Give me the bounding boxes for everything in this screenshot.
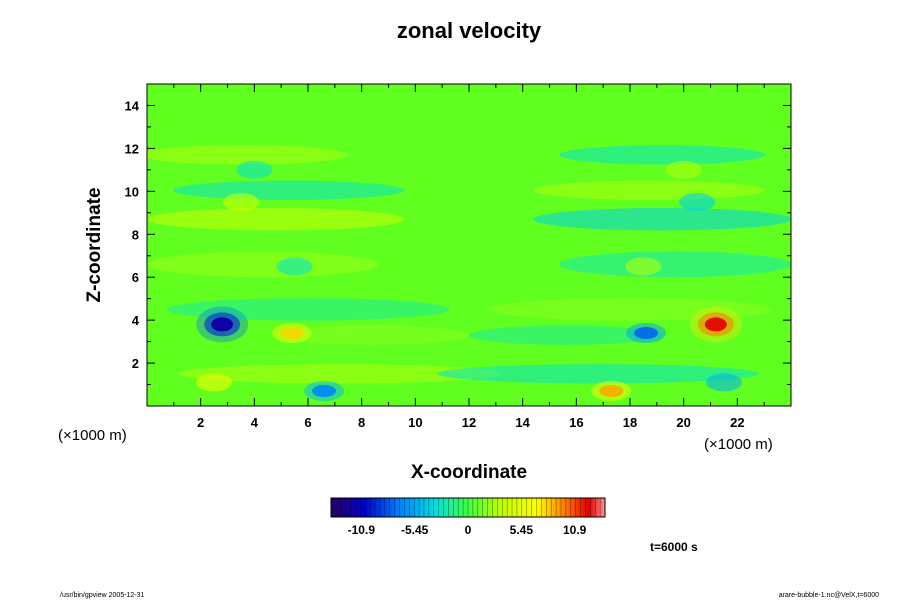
colorbar-tick-label: 0 <box>465 523 472 537</box>
field-band <box>147 207 405 231</box>
field-feature <box>196 373 233 392</box>
colorbar-tick-label: -5.45 <box>401 523 429 537</box>
field-feature <box>236 160 273 179</box>
x-tick-label: 2 <box>197 415 204 430</box>
x-tick-label: 4 <box>251 415 259 430</box>
heatmap-background <box>147 84 791 406</box>
y-tick-label: 12 <box>125 141 139 156</box>
field-feature <box>279 327 304 340</box>
time-label: t=6000 s <box>650 540 698 554</box>
x-axis-label: X-coordinate <box>411 462 527 483</box>
field-band <box>533 207 791 231</box>
footer-left: /usr/bin/gpview 2005-12-31 <box>60 592 145 599</box>
field-feature <box>211 317 234 332</box>
y-tick-label: 10 <box>125 184 139 199</box>
field-feature <box>276 257 313 276</box>
x-tick-label: 20 <box>676 415 690 430</box>
y-tick-label: 8 <box>132 227 139 242</box>
field-feature <box>312 384 337 397</box>
field-feature <box>705 373 742 392</box>
colorbar: -10.9 -5.45 0 5.45 10.9 <box>330 497 606 537</box>
field-band <box>179 364 502 384</box>
heatmap-area <box>147 84 791 406</box>
field-band <box>436 364 759 384</box>
colorbar-tick-label: -10.9 <box>348 523 376 537</box>
field-band <box>172 180 405 200</box>
field-feature <box>679 193 716 212</box>
field-feature <box>625 257 662 276</box>
field-band <box>468 325 663 345</box>
field-band <box>559 251 791 278</box>
chart-title: zonal velocity <box>397 18 542 43</box>
x-tick-label: 6 <box>304 415 311 430</box>
y-tick-label: 4 <box>132 313 140 328</box>
y-tick-label: 6 <box>132 270 139 285</box>
field-feature <box>665 160 702 179</box>
y-tick-label: 14 <box>125 98 140 113</box>
field-feature <box>634 327 659 340</box>
x-tick-label: 10 <box>408 415 422 430</box>
footer-right: arare-bubble-1.nc@VelX,t=6000 <box>779 592 879 599</box>
x-tick-label: 16 <box>569 415 583 430</box>
field-band <box>559 145 766 165</box>
x-tick-label: 22 <box>730 415 744 430</box>
y-tick-label: 2 <box>132 356 139 371</box>
x-tick-label: 14 <box>515 415 530 430</box>
field-band <box>147 251 379 278</box>
field-band <box>488 298 772 321</box>
y-axis-label: Z-coordinate <box>84 187 105 302</box>
field-feature <box>704 317 727 332</box>
x-tick-label: 12 <box>462 415 476 430</box>
field-feature <box>222 193 259 212</box>
field-band <box>147 145 347 165</box>
x-unit-label: (×1000 m) <box>58 427 127 444</box>
field-band <box>275 325 469 345</box>
field-feature <box>599 384 624 397</box>
colorbar-tick-label: 5.45 <box>510 523 534 537</box>
x-axis-ticks: 2 4 6 8 10 12 14 16 18 20 22 <box>173 84 765 430</box>
y-unit-label: (×1000 m) <box>704 436 773 453</box>
x-tick-label: 18 <box>623 415 637 430</box>
x-tick-label: 8 <box>358 415 365 430</box>
field-band <box>533 180 766 200</box>
y-axis-ticks: 2 4 6 8 10 12 14 <box>125 98 791 386</box>
field-band <box>166 298 450 321</box>
colorbar-tick-label: 10.9 <box>563 523 587 537</box>
